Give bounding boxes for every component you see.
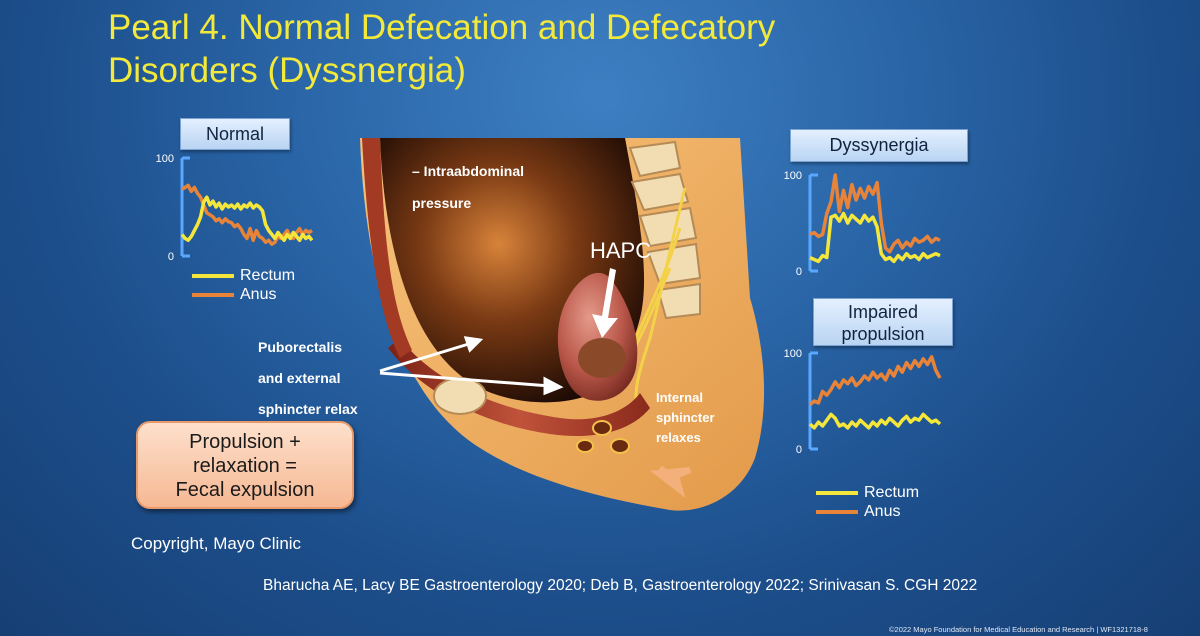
legend-anus-label: Anus [240,285,277,303]
footer-text: ©2022 Mayo Foundation for Medical Educat… [889,625,1148,634]
impaired-propulsion-label: Impaired propulsion [813,298,953,346]
rectum-swatch-right [816,490,858,495]
callout-line-1: Propulsion + [189,431,301,453]
impaired-label-line-2: propulsion [841,324,925,344]
intra-line-2: pressure [412,195,472,211]
legend-anus-label-right: Anus [864,502,901,520]
int-line-1: Internal [656,390,703,405]
callout-line-3: Fecal expulsion [175,479,315,501]
copyright-text: Copyright, Mayo Clinic [131,534,302,553]
slide-title: Pearl 4. Normal Defecation and Defecator… [108,6,1008,92]
y-tick-label: 100 [784,170,802,182]
callout-line-2: relaxation = [193,455,297,477]
int-line-3: relaxes [656,430,701,445]
dyssynergia-chart: 100 0 [784,170,941,278]
y-tick-label: 0 [796,444,802,456]
pubic-bone [433,377,487,415]
sphincter-glands [576,420,630,454]
right-legend: Rectum Anus [816,483,919,521]
puborectalis-arrows [379,336,564,396]
stool [578,338,626,378]
legend-row-anus-right: Anus [816,502,919,521]
legend-rectum-label: Rectum [240,266,296,284]
y-tick-label: 100 [156,153,174,165]
legend-row-rectum: Rectum [192,266,295,285]
colon-wall [362,138,412,358]
impaired-label-line-1: Impaired [847,302,919,322]
title-line-2: Disorders (Dyssnergia) [108,51,466,90]
pub-line-3: sphincter relax [258,401,358,417]
series-line-anus [808,355,942,407]
expulsion-arrow [650,465,692,498]
normal-label: Normal [180,118,290,150]
legend-row-rectum-right: Rectum [816,483,919,502]
fecal-expulsion-callout: Propulsion + relaxation = Fecal expulsio… [136,421,354,509]
legend-rectum-label-right: Rectum [864,483,920,501]
sacrum [628,140,702,320]
hapc-arrow [592,268,618,338]
hapc-label: HAPC [590,238,652,263]
puborectalis-label: Puborectalis and external sphincter rela… [258,332,358,425]
series-line-rectum [180,195,314,243]
y-tick-label: 0 [168,251,174,263]
series-line-rectum [808,412,942,430]
legend-row-anus: Anus [192,285,295,304]
normal-chart: 100 0 [156,153,314,263]
intra-line-1: – Intraabdominal [412,163,525,179]
normal-legend: Rectum Anus [192,266,295,304]
anus-swatch [192,292,234,297]
pub-line-1: Puborectalis [258,339,343,355]
series-line-rectum [809,211,941,264]
int-line-2: sphincter [656,410,715,425]
anus-swatch-right [816,509,858,514]
dyssynergia-label: Dyssynergia [790,129,968,162]
impaired-propulsion-chart: 100 0 [784,348,942,456]
rectum-swatch [192,273,234,278]
title-line-1: Pearl 4. Normal Defecation and Defecator… [108,8,776,47]
y-tick-label: 0 [796,266,802,278]
references-text: Bharucha AE, Lacy BE Gastroenterology 20… [263,577,978,594]
anatomy-illustration [360,138,765,511]
internal-sphincter-label: Internal sphincter relaxes [656,388,715,448]
pub-line-2: and external [258,370,341,386]
intraabdominal-label: – Intraabdominal pressure [412,155,524,219]
series-line-anus [809,173,941,254]
y-tick-label: 100 [784,348,802,360]
